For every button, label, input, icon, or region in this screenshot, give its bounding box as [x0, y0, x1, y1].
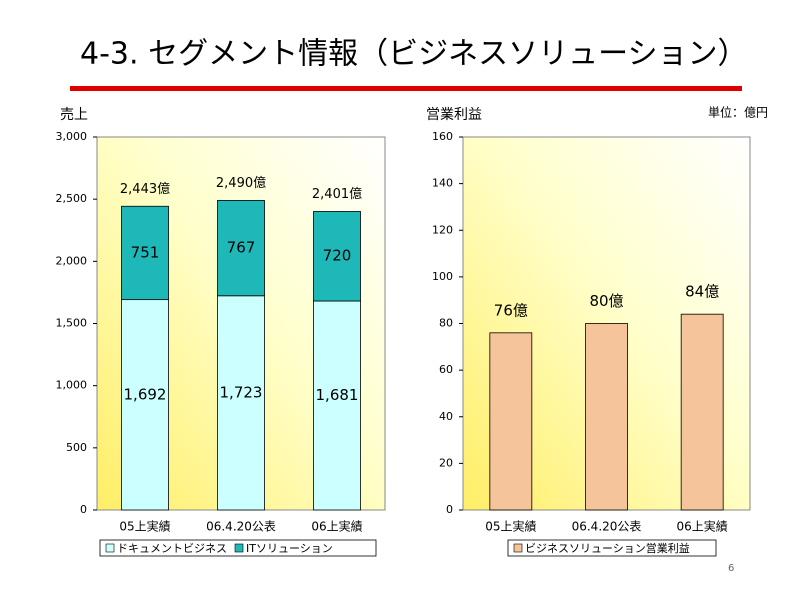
page-number: 6: [728, 563, 734, 574]
bar: [217, 295, 265, 511]
y-tick-label: 2,500: [56, 192, 88, 205]
y-tick-label: 500: [66, 441, 87, 454]
x-tick-label: 05上実績: [485, 519, 536, 534]
bar: [489, 332, 533, 511]
bar: [121, 299, 169, 511]
legend-swatch: [513, 543, 523, 553]
value-label: 767: [227, 239, 256, 257]
y-tick-label: 3,000: [56, 130, 88, 143]
x-tick-label: 06.4.20公表: [206, 520, 276, 534]
y-tick-label: 1,000: [56, 379, 88, 392]
x-tick-label: 06.4.20公表: [572, 520, 642, 534]
y-tick-label: 40: [439, 410, 453, 423]
bar: [680, 313, 724, 511]
y-tick-label: 0: [80, 503, 87, 516]
legend-label: ビジネスソリューション営業利益: [525, 541, 690, 555]
bar: [217, 200, 265, 297]
bar: [313, 300, 361, 511]
y-tick-label: 20: [439, 456, 453, 469]
y-tick-label: 60: [439, 363, 453, 376]
bar: [121, 205, 169, 301]
value-label: 80億: [589, 292, 623, 310]
x-tick-label: 06上実績: [677, 519, 728, 534]
bar: [313, 211, 361, 302]
value-label: 84億: [685, 283, 719, 301]
x-tick-label: 05上実績: [119, 519, 170, 534]
x-tick-label: 06上実績: [311, 519, 362, 534]
legend-swatch: [105, 543, 115, 553]
y-tick-label: 0: [446, 503, 453, 516]
value-label: 1,692: [124, 385, 167, 403]
y-tick-label: 160: [432, 130, 453, 143]
legend-swatch: [234, 543, 244, 553]
total-label: 2,490億: [216, 175, 266, 191]
legend-label: ドキュメントビジネス: [117, 542, 227, 555]
value-label: 720: [323, 247, 352, 265]
bar: [585, 323, 628, 511]
slide-title: 4-3. セグメント情報（ビジネスソリューション）: [80, 37, 747, 72]
y-tick-label: 80: [439, 317, 453, 330]
y-tick-label: 140: [432, 177, 453, 190]
total-label: 2,401億: [312, 186, 362, 202]
unit-label: 単位：億円: [708, 105, 768, 120]
y-tick-label: 120: [432, 223, 453, 236]
value-label: 76億: [494, 301, 528, 319]
chart-title: 売上: [60, 107, 88, 123]
legend-label: ITソリューション: [246, 542, 333, 555]
value-label: 1,723: [220, 383, 263, 401]
legend: [507, 539, 717, 557]
y-tick-label: 2,000: [56, 254, 88, 267]
value-label: 1,681: [316, 386, 359, 404]
chart-title: 営業利益: [426, 107, 482, 123]
y-tick-label: 100: [432, 270, 453, 283]
total-label: 2,443億: [120, 181, 170, 197]
y-tick-label: 1,500: [56, 317, 88, 330]
value-label: 751: [131, 243, 160, 261]
title-rule: [70, 86, 742, 91]
